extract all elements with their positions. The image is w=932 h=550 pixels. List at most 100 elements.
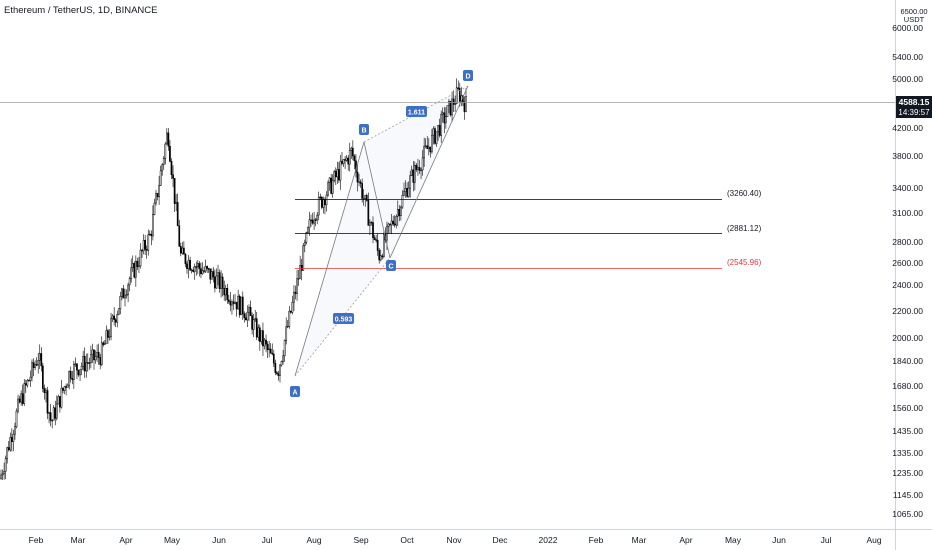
- candle-body: [57, 396, 60, 405]
- candle-body: [339, 160, 342, 181]
- price-tick-label: 1335.00: [892, 448, 923, 458]
- candle-body: [314, 219, 317, 221]
- candle-body: [454, 103, 456, 105]
- time-axis-labels[interactable]: Feb Mar Apr May Jun Jul Aug Sep Oct Nov Dec 2022 Feb…: [29, 535, 882, 545]
- candle-body: [195, 266, 198, 268]
- candle-body: [209, 268, 212, 280]
- candle-body: [142, 240, 145, 252]
- candle-body: [125, 294, 128, 297]
- price-tick-label: 1840.00: [892, 356, 923, 366]
- candle-body: [271, 352, 274, 355]
- candle-body: [288, 310, 291, 327]
- candle-body: [445, 116, 447, 124]
- candle-body: [21, 393, 24, 404]
- candle-body: [446, 105, 449, 117]
- candle-body: [111, 315, 114, 319]
- ratio-badge-bd: [406, 106, 427, 117]
- candle-body: [11, 437, 13, 442]
- candle-body: [156, 193, 159, 198]
- candle-body: [412, 169, 415, 183]
- candle-body: [40, 353, 43, 367]
- candle-body: [175, 202, 178, 204]
- candle-body: [299, 265, 301, 279]
- candle-body: [119, 295, 122, 309]
- candle-body: [431, 134, 433, 153]
- price-axis-labels[interactable]: 6000.00 5400.00 5000.00 4200.00 3800.00 3400.…: [892, 23, 923, 519]
- candle-body: [179, 245, 182, 254]
- price-tick-label: 2400.00: [892, 280, 923, 290]
- candle-body: [183, 247, 185, 255]
- candle-body: [359, 181, 362, 184]
- candle-body: [316, 214, 319, 221]
- abcd-pattern[interactable]: A B C D 1.611 0.593: [290, 70, 473, 397]
- candle-body: [235, 301, 238, 310]
- candle-body: [224, 287, 227, 296]
- candle-body: [257, 327, 260, 338]
- candle-body: [240, 296, 243, 316]
- candle-body: [203, 270, 205, 272]
- candle-body: [282, 355, 284, 362]
- candle-body: [187, 259, 190, 270]
- candle-body: [97, 351, 100, 358]
- candle-body: [170, 161, 173, 176]
- candle-body: [328, 177, 331, 183]
- candle-body: [161, 164, 164, 172]
- candle-body: [138, 265, 140, 268]
- candle-body: [190, 269, 193, 272]
- candle-body: [23, 383, 26, 404]
- price-tick-label: 3400.00: [892, 183, 923, 193]
- candle-body: [297, 278, 300, 280]
- time-tick-label: Nov: [446, 535, 462, 545]
- candle-body: [303, 242, 306, 246]
- candle-body: [94, 356, 97, 361]
- ratio-label-ac: 0.593: [335, 317, 353, 324]
- price-tick-label: 1435.00: [892, 426, 923, 436]
- candle-body: [24, 383, 27, 386]
- candle-body: [80, 365, 83, 370]
- candle-body: [128, 278, 131, 286]
- candle-body: [90, 354, 92, 363]
- candle-body: [448, 100, 450, 106]
- time-tick-label: May: [725, 535, 742, 545]
- candle-body: [259, 327, 261, 342]
- candle-body: [91, 349, 94, 355]
- candle-body: [463, 101, 466, 112]
- candle-body: [232, 301, 235, 304]
- time-tick-label: Jul: [262, 535, 273, 545]
- candle-body: [46, 390, 49, 414]
- candle-body: [262, 330, 264, 347]
- candle-body: [404, 187, 407, 192]
- candle-body: [249, 307, 252, 317]
- price-axis-top-label: 6500.00: [900, 7, 928, 16]
- candle-body: [252, 319, 255, 330]
- candle-body: [400, 206, 402, 216]
- point-badge-d: [463, 70, 473, 81]
- candle-body: [424, 145, 427, 147]
- candle-body: [243, 313, 246, 319]
- candle-body: [20, 393, 22, 403]
- candle-body: [51, 420, 53, 422]
- candle-body: [305, 232, 308, 243]
- candle-body: [389, 223, 391, 226]
- candle-body: [403, 191, 405, 196]
- time-tick-label: Jun: [212, 535, 226, 545]
- time-tick-label: Mar: [632, 535, 647, 545]
- candle-body: [395, 216, 398, 226]
- candle-body: [108, 336, 111, 338]
- leg-cd: [389, 85, 469, 259]
- candle-body: [164, 143, 167, 159]
- time-tick-label: Aug: [306, 535, 321, 545]
- candle-body: [3, 470, 5, 475]
- candle-body: [451, 98, 453, 116]
- candle-body: [148, 233, 151, 236]
- time-tick-label: Apr: [679, 535, 692, 545]
- time-tick-label: Jul: [821, 535, 832, 545]
- candle-body: [241, 296, 244, 315]
- candle-body: [147, 234, 150, 251]
- level-label-2: (2881.12): [727, 224, 762, 233]
- candle-body: [452, 98, 455, 105]
- candle-body: [269, 348, 272, 354]
- candle-body: [294, 291, 297, 294]
- candle-body: [55, 403, 58, 419]
